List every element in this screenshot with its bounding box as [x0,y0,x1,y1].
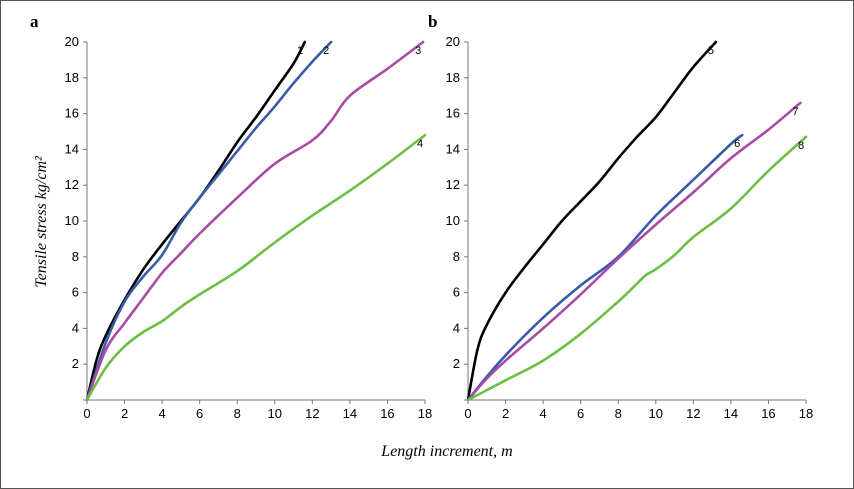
panel-a-x-tick-label: 8 [234,406,241,421]
panel-a-label: a [30,12,39,31]
panel-b-y-tick-label: 4 [453,320,460,335]
panel-a-x-tick-label: 14 [343,406,357,421]
panel-b-x-tick-label: 18 [799,406,813,421]
panel-a-y-tick-label: 14 [65,141,79,156]
series-line-6 [466,133,744,402]
panel-a-y-tick-label: 12 [65,177,79,192]
panel-a-y-tick-label: 8 [72,249,79,264]
panel-b-y-tick-label: 6 [453,285,460,300]
panel-a-x-tick-label: 18 [418,406,432,421]
panel-b-x-tick-label: 14 [724,406,738,421]
panel-b-y-tick-label: 10 [446,213,460,228]
series-label-1: 1 [297,45,303,57]
series-line-2 [85,40,333,402]
panel-a-y-tick-label: 2 [72,356,79,371]
panel-a-x-tick-label: 16 [380,406,394,421]
panel-b-x-tick-label: 12 [686,406,700,421]
panel-b-x-tick-label: 8 [615,406,622,421]
panel-b-y-tick-label: 14 [446,141,460,156]
panel-b-y-tick-label: 8 [453,249,460,264]
series-label-2: 2 [323,45,329,57]
panel-b-x-tick-label: 0 [464,406,471,421]
series-label-8: 8 [798,140,804,152]
x-axis-title: Length increment, m [380,443,512,460]
panel-b-y-tick-label: 18 [446,70,460,85]
panel-a-y-tick-label: 10 [65,213,79,228]
panel-a-x-tick-label: 2 [121,406,128,421]
panel-a-x-tick-label: 12 [305,406,319,421]
series-line-4 [85,133,427,402]
panel-b-label: b [428,12,437,31]
series-label-6: 6 [734,138,740,150]
panel-b-x-tick-label: 2 [502,406,509,421]
panel-a-y-tick-label: 18 [65,70,79,85]
panel-a-x-tick-label: 0 [83,406,90,421]
panel-b-y-tick-label: 16 [446,106,460,121]
series-line-7 [466,101,802,402]
series-label-7: 7 [792,106,798,118]
series-line-1 [85,40,307,402]
panel-a-x-tick-label: 10 [268,406,282,421]
panel-b-x-tick-label: 6 [577,406,584,421]
series-label-3: 3 [415,45,421,57]
panel-a-y-tick-label: 16 [65,106,79,121]
panel-a-y-tick-label: 20 [65,34,79,49]
panel-b-x-tick-label: 16 [761,406,775,421]
panel-b-x-tick-label: 4 [539,406,546,421]
panel-b: b 0 2 4 6 8 10 12 14 16 18 2 4 6 8 10 12 14 16 18 20 5 6 7 8 [428,12,813,421]
series-line-3 [85,40,425,402]
series-label-4: 4 [417,138,423,150]
panel-a-x-tick-label: 6 [196,406,203,421]
series-label-5: 5 [708,45,714,57]
panel-b-x-tick-label: 10 [649,406,663,421]
panel-b-y-tick-label: 12 [446,177,460,192]
series-line-8 [466,135,808,402]
panel-b-y-tick-label: 2 [453,356,460,371]
series-line-5 [466,40,718,402]
panel-a-y-tick-label: 4 [72,320,79,335]
y-axis-title: Tensile stress kg/cm² [33,155,50,288]
panel-a-x-tick-label: 4 [158,406,165,421]
panel-a-y-tick-label: 6 [72,285,79,300]
panel-b-y-tick-label: 20 [446,34,460,49]
